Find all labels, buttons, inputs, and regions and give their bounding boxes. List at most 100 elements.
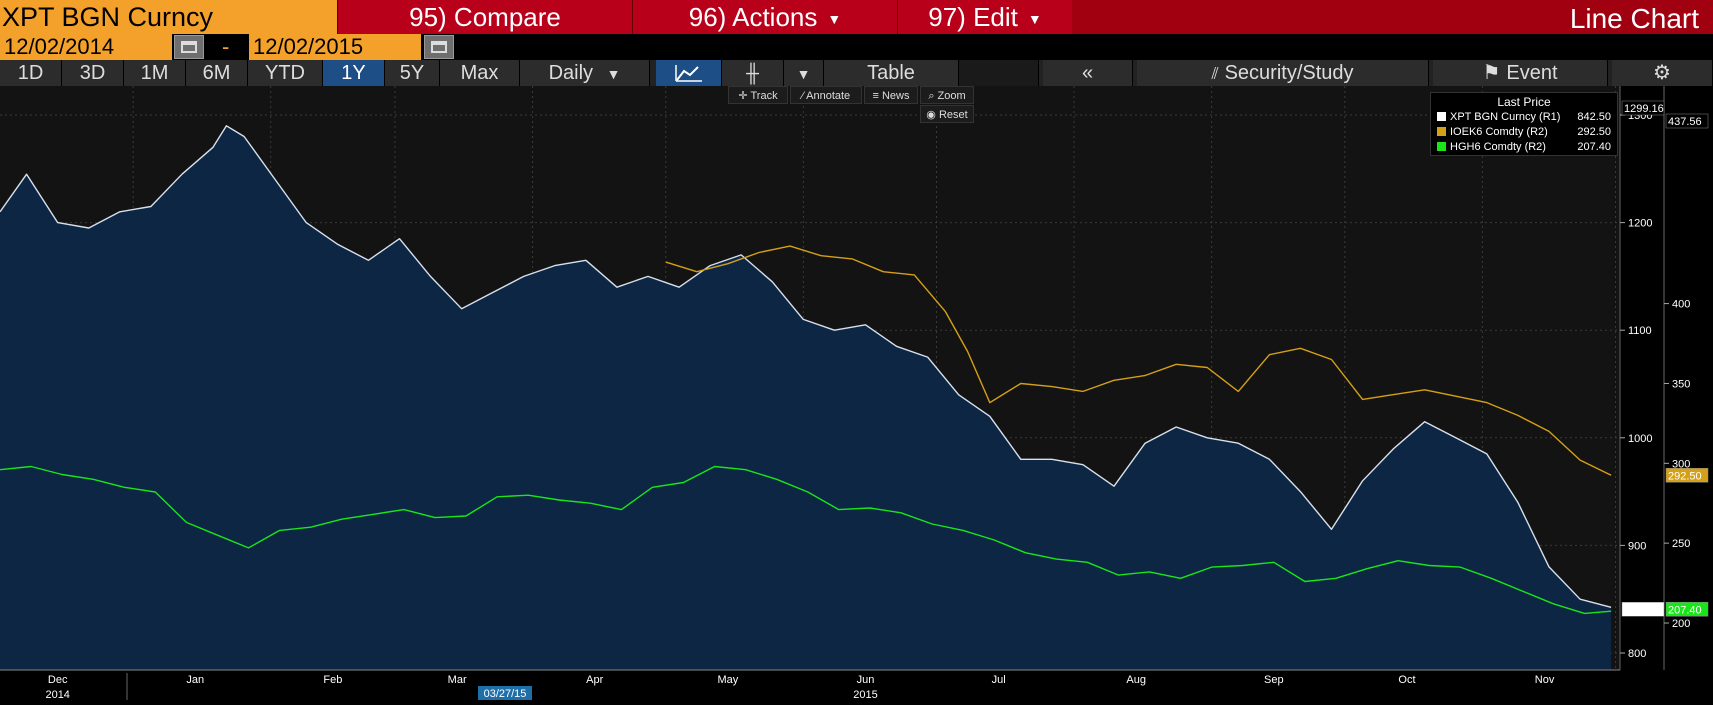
range-5y[interactable]: 5Y bbox=[385, 60, 440, 86]
edit-menu[interactable]: 97) Edit ▼ bbox=[897, 0, 1072, 34]
range-max[interactable]: Max bbox=[440, 60, 520, 86]
r2-top-tag-bg bbox=[1665, 113, 1709, 129]
right-axis-panel bbox=[1620, 86, 1713, 670]
range-1d[interactable]: 1D bbox=[0, 60, 62, 86]
table-button[interactable]: Table bbox=[824, 60, 959, 86]
y1-tick-label: 900 bbox=[1628, 540, 1646, 552]
actions-menu-label: 96) Actions bbox=[688, 2, 818, 32]
actions-menu[interactable]: 96) Actions ▼ bbox=[632, 0, 897, 34]
legend-swatch bbox=[1437, 127, 1446, 136]
frequency-dropdown[interactable]: Daily ▼ bbox=[520, 60, 650, 86]
magnifier-icon: ⌕ bbox=[928, 90, 935, 102]
range-1m[interactable]: 1M bbox=[124, 60, 186, 86]
zoom-label: Zoom bbox=[937, 90, 966, 102]
security-study-label: Security/Study bbox=[1224, 62, 1354, 84]
x-tick-label: Mar bbox=[448, 674, 467, 686]
y1-tick-label: 800 bbox=[1628, 648, 1646, 660]
legend-series-name: IOEK6 Comdty (R2) bbox=[1450, 125, 1548, 138]
legend-value: 842.50 bbox=[1577, 110, 1611, 123]
x-tick-label: Aug bbox=[1126, 674, 1146, 686]
x-axis-panel bbox=[0, 670, 1713, 705]
news-icon: ≡ bbox=[872, 90, 879, 102]
y1-tick-label: 1100 bbox=[1628, 325, 1652, 337]
range-6m[interactable]: 6M bbox=[186, 60, 248, 86]
y2-tick-label: 400 bbox=[1672, 299, 1690, 311]
reset-tool[interactable]: ◉ Reset bbox=[920, 105, 974, 123]
x-tick-label: Sep bbox=[1264, 674, 1284, 686]
event-label: Event bbox=[1506, 62, 1558, 84]
range-3d[interactable]: 3D bbox=[62, 60, 124, 86]
copper-series-line[interactable] bbox=[0, 465, 1612, 615]
y2-tick-label: 200 bbox=[1672, 618, 1690, 630]
collapse-button[interactable]: « bbox=[1043, 60, 1133, 86]
y1-tick-label: 1000 bbox=[1628, 433, 1652, 445]
legend-swatch bbox=[1437, 142, 1446, 151]
y2-tick-label: 250 bbox=[1672, 538, 1690, 550]
spacer bbox=[959, 60, 1039, 86]
annotate-tool[interactable]: ⁄ Annotate bbox=[790, 86, 862, 104]
x-tick-label: Dec bbox=[48, 674, 68, 686]
security-study-button[interactable]: ⫽ Security/Study bbox=[1137, 60, 1429, 86]
platinum-series-line[interactable] bbox=[0, 125, 1612, 608]
legend-entry: XPT BGN Curncy (R1) 842.50 bbox=[1437, 109, 1611, 124]
range-1y[interactable]: 1Y bbox=[323, 60, 385, 86]
legend-value: 292.50 bbox=[1577, 125, 1611, 138]
annotate-label: Annotate bbox=[806, 90, 851, 102]
legend: Last Price XPT BGN Curncy (R1) 842.50 IO… bbox=[1430, 92, 1618, 156]
line-chart-icon bbox=[674, 65, 702, 82]
event-button[interactable]: ⚑ Event bbox=[1433, 60, 1608, 86]
caret-down-icon: ▼ bbox=[827, 11, 842, 28]
iron-ore-series-line[interactable] bbox=[665, 245, 1612, 476]
end-date-field[interactable]: 12/02/2015 bbox=[249, 34, 421, 60]
x-tick-label: Feb bbox=[323, 674, 342, 686]
line-chart-button[interactable] bbox=[656, 60, 722, 86]
cursor-date-tag: 03/27/15 bbox=[484, 688, 527, 700]
compare-menu[interactable]: 95) Compare bbox=[337, 0, 632, 34]
legend-swatch bbox=[1437, 112, 1446, 121]
copper-last-tag: 207.40 bbox=[1668, 604, 1702, 616]
chart-type-title: Line Chart bbox=[1569, 3, 1699, 34]
frequency-label: Daily bbox=[548, 62, 594, 84]
track-tool[interactable]: ✛ Track bbox=[728, 86, 788, 104]
copper-last-tag-bg bbox=[1665, 602, 1709, 617]
compare-menu-label: 95) Compare bbox=[409, 2, 561, 32]
crosshair-icon: ✛ bbox=[738, 90, 748, 102]
ohlc-bars-icon: ╫ bbox=[746, 63, 759, 83]
ticker-field[interactable]: XPT BGN Curncy bbox=[0, 0, 337, 34]
bar-chart-button[interactable]: ╫ bbox=[722, 60, 784, 86]
track-label: Track bbox=[750, 90, 778, 102]
chart-type-dropdown[interactable]: ▼ bbox=[784, 60, 824, 86]
flag-icon: ⚑ bbox=[1482, 62, 1501, 84]
platinum-last-tag: 842.50 bbox=[1624, 604, 1658, 616]
x-tick-label: Apr bbox=[586, 674, 603, 686]
x-tick-label: Jan bbox=[186, 674, 204, 686]
iron-last-tag-bg bbox=[1665, 468, 1709, 483]
r2-top-tag: 437.56 bbox=[1668, 116, 1702, 128]
y1-tick-label: 1200 bbox=[1628, 218, 1652, 230]
study-icon: ⫽ bbox=[1211, 66, 1219, 83]
x-year-label: 2015 bbox=[853, 689, 877, 701]
caret-down-icon: ▼ bbox=[606, 66, 621, 82]
r1-top-tag-bg bbox=[1621, 100, 1665, 116]
cursor-date-tag-bg bbox=[478, 686, 532, 700]
legend-entry: IOEK6 Comdty (R2) 292.50 bbox=[1437, 124, 1611, 139]
caret-down-icon: ▼ bbox=[1027, 11, 1042, 28]
iron-last-tag: 292.50 bbox=[1668, 470, 1702, 482]
x-tick-label: Jul bbox=[992, 674, 1006, 686]
pencil-icon: ⁄ bbox=[801, 90, 804, 102]
start-calendar-icon[interactable] bbox=[174, 35, 204, 59]
legend-series-name: HGH6 Comdty (R2) bbox=[1450, 140, 1546, 153]
range-ytd[interactable]: YTD bbox=[248, 60, 323, 86]
x-year-label: 2014 bbox=[45, 689, 69, 701]
news-tool[interactable]: ≡ News bbox=[864, 86, 918, 104]
edit-menu-label: 97) Edit bbox=[928, 2, 1018, 32]
gear-icon: ⚙ bbox=[1653, 62, 1671, 84]
legend-series-name: XPT BGN Curncy (R1) bbox=[1450, 110, 1561, 123]
zoom-tool[interactable]: ⌕ Zoom bbox=[920, 86, 974, 104]
settings-button[interactable]: ⚙ bbox=[1612, 60, 1713, 86]
end-calendar-icon[interactable] bbox=[424, 35, 454, 59]
start-date-field[interactable]: 12/02/2014 bbox=[0, 34, 172, 60]
legend-value: 207.40 bbox=[1577, 140, 1611, 153]
y2-tick-label: 350 bbox=[1672, 378, 1690, 390]
